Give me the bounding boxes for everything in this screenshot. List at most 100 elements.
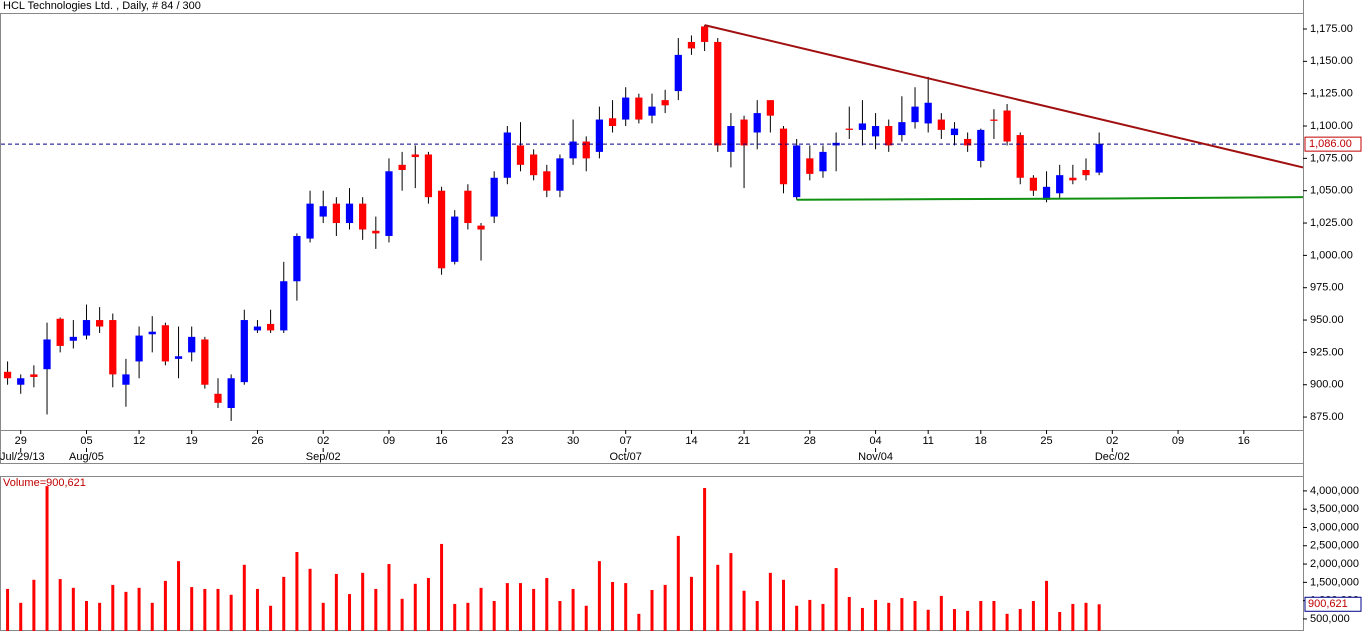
candle-body	[977, 129, 985, 161]
volume-bar	[900, 598, 904, 631]
volume-bar	[821, 603, 825, 631]
volume-bar	[479, 587, 483, 631]
x-tick-label: 28	[804, 435, 816, 447]
volume-bar	[321, 602, 325, 631]
x-tick-label: 26	[251, 435, 263, 447]
candle-body	[661, 100, 669, 106]
candle-body	[424, 154, 433, 198]
volume-bar	[611, 581, 615, 631]
volume-bar	[663, 584, 667, 631]
volume-bar	[782, 579, 786, 631]
volume-bar	[45, 486, 49, 631]
candle-body	[937, 119, 945, 130]
volume-bar	[847, 596, 851, 631]
volume-bar	[84, 601, 88, 631]
volume-bar	[755, 601, 759, 631]
candle-body	[1069, 177, 1077, 181]
volume-bar	[98, 602, 102, 631]
volume-bar	[1045, 580, 1049, 631]
x-major-label: Jul/29/13	[0, 451, 45, 463]
x-tick-label: 09	[383, 435, 395, 447]
candle-body	[1056, 175, 1064, 194]
volume-bar	[979, 601, 983, 631]
candle-body	[622, 97, 630, 120]
volume-bar	[216, 588, 220, 631]
trendline	[704, 24, 1304, 169]
candle-body	[43, 339, 51, 370]
candle-body	[543, 171, 551, 191]
candle-body	[740, 119, 748, 146]
volume-bar	[440, 543, 444, 631]
candle-body	[214, 393, 222, 403]
candle-body	[372, 230, 380, 234]
volume-bar	[571, 588, 575, 631]
y-tick-label: 1,175.00	[1310, 23, 1353, 35]
candle-body	[1016, 135, 1024, 178]
candle-body	[819, 151, 827, 172]
volume-bar	[624, 583, 628, 631]
candle-body	[806, 158, 814, 174]
candle-body	[924, 102, 932, 124]
volume-bar	[124, 591, 128, 631]
candle-body	[411, 154, 419, 158]
candle-body	[898, 122, 906, 136]
candle-body	[477, 225, 485, 230]
candle-body	[885, 126, 893, 146]
y-tick-label: 900.00	[1310, 379, 1344, 391]
volume-bar	[545, 577, 549, 631]
y-tick-label: 1,125.00	[1310, 88, 1353, 100]
x-tick-label: 12	[133, 435, 145, 447]
volume-bar	[808, 599, 812, 631]
x-tick-label: 02	[1106, 435, 1118, 447]
candle-body	[687, 41, 696, 49]
x-tick-label: 09	[1172, 435, 1184, 447]
candle-body	[556, 158, 564, 191]
y-tick-label: 4,000,000	[1310, 485, 1359, 497]
volume-bar	[400, 598, 404, 631]
volume-bar	[597, 561, 601, 631]
x-tick-label: 16	[1238, 435, 1250, 447]
volume-bar	[361, 572, 365, 631]
y-tick-label: 500,000	[1310, 613, 1350, 625]
volume-bar	[453, 603, 457, 631]
x-tick-label: 05	[80, 435, 92, 447]
volume-bar	[229, 594, 233, 631]
volume-bar	[374, 588, 378, 631]
volume-bar	[190, 587, 194, 631]
candle-body	[490, 177, 498, 217]
trendline	[796, 196, 1304, 201]
volume-bar	[163, 580, 167, 631]
candle-body	[385, 171, 393, 236]
x-tick-label: 02	[317, 435, 329, 447]
candle-body	[135, 335, 143, 362]
last-volume-box	[1304, 596, 1362, 612]
x-tick-label: 30	[567, 435, 579, 447]
x-major-label: Aug/05	[69, 451, 104, 463]
candle-body	[17, 378, 25, 385]
volume-bar	[689, 576, 693, 631]
candle-body	[990, 119, 998, 121]
x-tick-label: 07	[620, 435, 632, 447]
volume-bar	[71, 587, 75, 631]
candle-body	[82, 320, 91, 336]
candle-body	[293, 235, 301, 282]
candle-body	[306, 203, 314, 239]
volume-bar	[413, 583, 417, 631]
x-tick-label: 16	[435, 435, 447, 447]
volume-bar	[150, 602, 154, 631]
y-tick-label: 950.00	[1310, 314, 1344, 326]
y-tick-label: 2,500,000	[1310, 540, 1359, 552]
volume-bar	[426, 577, 430, 631]
volume-bar	[295, 551, 299, 631]
volume-bar	[703, 487, 707, 631]
candle-body	[516, 145, 525, 165]
candle-body	[398, 164, 406, 170]
chart-title: HCL Technologies Ltd. , Daily, # 84 / 30…	[3, 0, 201, 12]
candle-body	[871, 126, 880, 137]
y-tick-label: 3,500,000	[1310, 503, 1359, 515]
last-volume-label: 900,621	[1308, 598, 1348, 610]
candle-body	[779, 128, 788, 185]
candle-body	[266, 323, 275, 331]
x-tick-label: 14	[685, 435, 697, 447]
